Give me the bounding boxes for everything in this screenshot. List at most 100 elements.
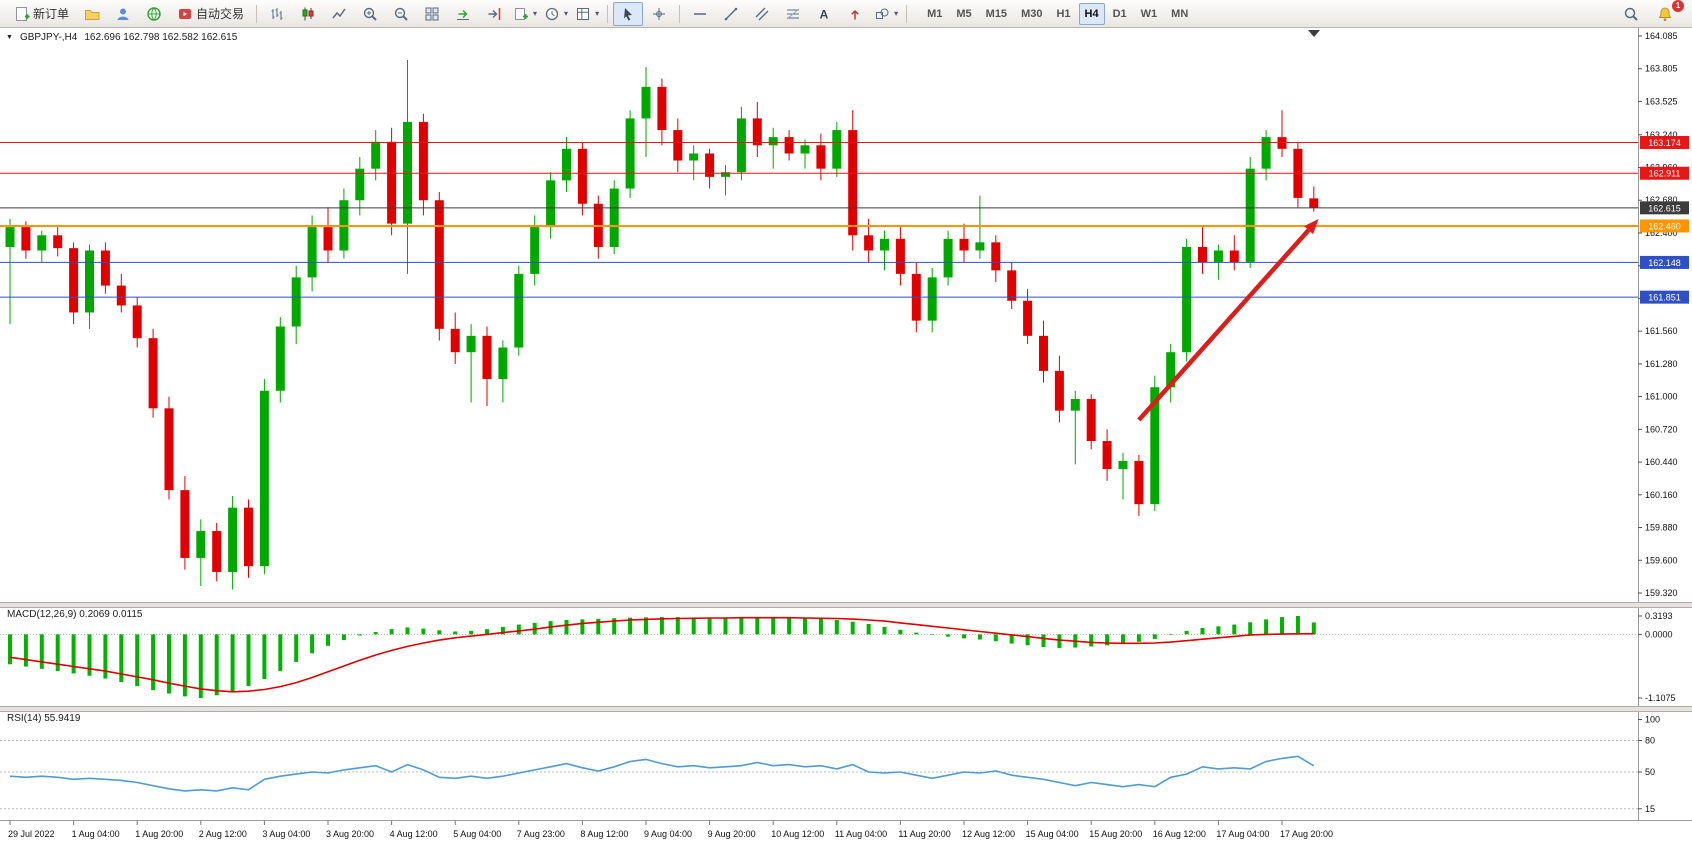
main-chart-canvas[interactable]: 164.085163.805163.525163.240162.960162.6… [0,27,1692,602]
candle-body [371,141,381,169]
tile-windows-button[interactable] [417,2,447,26]
price-tag [1640,166,1689,180]
shapes-tool-button[interactable]: ▾ [871,2,901,26]
new-chart-button[interactable]: ▾ [510,2,540,26]
zoom-out-button[interactable] [386,2,416,26]
periods-button[interactable]: ▾ [541,2,571,26]
macd-canvas[interactable]: 0.3193 0.0000 -1.1075 [0,606,1692,706]
chart-shift-button[interactable] [479,2,509,26]
time-tick-label: 15 Aug 04:00 [1026,829,1079,839]
horizontal-line-tool-button[interactable] [685,2,715,26]
tile-windows-icon [425,7,439,20]
rsi-pane[interactable]: 100 80 50 15 RSI(14) 55.9419 [0,710,1692,820]
timeframe-button-H4[interactable]: H4 [1078,2,1105,25]
clock-icon [545,7,559,20]
ohlc-collapse-button[interactable]: ▼ [6,34,13,41]
candle-body [85,250,94,313]
timeframe-button-H1[interactable]: H1 [1056,7,1071,20]
candle-body [466,335,476,353]
auto-trading-label: 自动交易 [196,7,245,21]
timeframe-button-M5[interactable]: M5 [956,7,972,20]
cursor-icon [624,7,633,21]
candle-body [705,153,715,177]
symbol-header: ▼ GBPJPY-,H4 162.696 162.798 162.582 162… [6,32,237,43]
auto-trading-button[interactable]: 自动交易 [170,2,251,26]
trendline-icon [724,7,738,20]
bar-chart-button[interactable] [262,2,292,26]
cursor-button[interactable] [613,1,644,26]
candle-body [1118,460,1128,470]
chart-shift-marker[interactable] [1308,30,1320,37]
templates-button[interactable]: ▾ [572,2,602,26]
time-tick-label: 1 Aug 04:00 [72,829,120,839]
new-order-button[interactable]: 新订单 [7,2,76,26]
zoom-in-button[interactable] [355,2,385,26]
timeframe-button-M1[interactable]: M1 [927,7,943,20]
main-chart-pane[interactable]: 164.085163.805163.525163.240162.960162.6… [0,27,1692,602]
candle-body [641,86,651,119]
macd-signal-line [9,616,1314,693]
trend-arrow[interactable] [1137,228,1311,422]
timeframe-button-MN[interactable]: MN [1171,7,1189,20]
candle-body [1261,137,1271,169]
timeframe-button-W1[interactable]: W1 [1140,7,1158,20]
candlestick-chart-button[interactable] [293,2,323,26]
candle-body [116,285,126,306]
price-tag [1640,255,1689,269]
line-chart-button[interactable] [324,2,354,26]
time-axis-canvas: 29 Jul 2022 1 Aug 04:00 1 Aug 20:00 2 Aug 1… [8,821,1333,839]
timeframe-button-D1[interactable]: D1 [1112,7,1127,20]
timeframe-button-M15[interactable]: M15 [985,7,1008,20]
fibonacci-icon [786,8,800,19]
trendline-tool-button[interactable] [716,2,746,26]
price-tag [1640,201,1689,215]
candle-body [100,250,110,286]
auto-scroll-button[interactable] [448,2,478,26]
candle-body [1245,168,1255,263]
trend-arrow-head[interactable] [1304,218,1319,235]
candle-body [880,238,889,251]
globe-button[interactable] [139,2,169,26]
text-tool-button[interactable]: A [809,2,839,26]
text-icon: A [820,7,829,21]
candle-body [784,137,794,154]
rsi-tick-label: 50 [1645,767,1655,777]
pane-divider-rsi[interactable] [0,706,1692,712]
rsi-tick-label: 80 [1645,736,1655,746]
crosshair-button[interactable] [644,2,674,26]
candle-body [1166,352,1176,388]
macd-label: MACD(12,26,9) 0.2069 0.0115 [7,609,143,620]
equidistant-channel-tool-button[interactable] [747,2,777,26]
line-chart-icon [332,8,346,18]
search-button[interactable] [1616,2,1646,26]
price-tick-label: 160.160 [1645,490,1678,500]
candle-body [1086,398,1096,442]
candle-body [800,145,810,154]
candle-body [752,118,762,146]
candle-body [418,121,428,201]
folder-button[interactable] [77,2,107,26]
arrows-tool-button[interactable] [840,2,870,26]
candle-body [21,227,31,251]
time-tick-label: 15 Aug 20:00 [1089,829,1142,839]
toolbar-separator [906,4,908,23]
chevron-down-icon: ▾ [533,9,538,18]
timeframe-button-M30[interactable]: M30 [1021,7,1043,20]
pane-divider-macd[interactable] [0,602,1692,608]
candle-body [768,137,778,146]
fibonacci-tool-button[interactable] [778,2,808,26]
candle-body [69,248,79,313]
price-tick-label: 159.880 [1645,523,1678,533]
candle-body [164,408,174,491]
time-axis[interactable]: 29 Jul 2022 1 Aug 04:00 1 Aug 20:00 2 Aug 1… [0,820,1692,847]
rsi-canvas[interactable]: 100 80 50 15 [0,710,1692,820]
candle-body [832,130,842,169]
globe-icon [147,6,161,21]
candle-body [736,118,746,173]
user-button[interactable] [108,2,138,26]
arrow-up-icon [851,9,859,19]
macd-pane[interactable]: 0.3193 0.0000 -1.1075 MACD(12,26,9) 0.2069… [0,606,1692,706]
candle-body [530,227,540,274]
toolbar-separator [256,4,258,23]
notifications-button[interactable]: 1 [1650,0,1684,26]
